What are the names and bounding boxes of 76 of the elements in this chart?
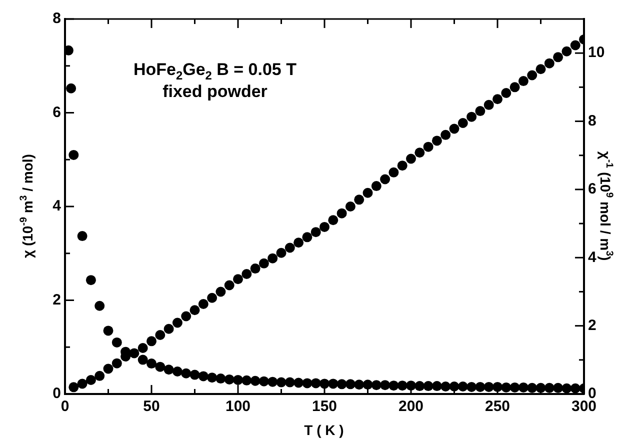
point xyxy=(258,258,269,268)
y-tick-label: 4 xyxy=(52,198,62,215)
point xyxy=(544,58,554,68)
point xyxy=(276,248,286,258)
point xyxy=(86,375,96,386)
point xyxy=(570,40,580,50)
point xyxy=(336,208,347,218)
point xyxy=(216,286,226,297)
point xyxy=(380,174,390,184)
point xyxy=(397,160,408,171)
point xyxy=(302,232,312,242)
point xyxy=(371,181,382,192)
y2-tick-label: 2 xyxy=(588,316,596,334)
y2-tick-label: 8 xyxy=(588,112,596,130)
point xyxy=(449,124,460,134)
point xyxy=(112,358,122,368)
point xyxy=(510,82,520,92)
point xyxy=(527,70,538,80)
point xyxy=(562,46,572,56)
point xyxy=(172,318,182,328)
x-axis-title: T ( K ) xyxy=(304,422,344,438)
point xyxy=(103,364,114,374)
y-tick-label: 6 xyxy=(52,104,61,121)
y-tick-label: 8 xyxy=(52,10,61,28)
point xyxy=(250,264,260,274)
point xyxy=(466,112,477,122)
point xyxy=(94,370,105,381)
point xyxy=(388,167,399,178)
point xyxy=(294,238,304,248)
point xyxy=(198,299,208,309)
annotation: fixed powder xyxy=(162,82,268,102)
point xyxy=(345,202,356,212)
point xyxy=(536,64,546,74)
point xyxy=(242,269,252,279)
y2-tick-label: 10 xyxy=(588,44,605,62)
x-tick-label: 300 xyxy=(571,398,597,416)
x-tick-label: 200 xyxy=(398,398,424,416)
point xyxy=(320,222,330,232)
point xyxy=(233,274,243,284)
y-tick-label: 2 xyxy=(52,291,61,308)
annotation: HoFe$_{2}$Ge$_{2}$ B = 0.05 T xyxy=(133,60,297,82)
point xyxy=(423,142,434,152)
x-tick-label: 250 xyxy=(484,398,510,416)
point xyxy=(553,52,564,62)
point xyxy=(492,94,502,104)
point xyxy=(224,280,234,290)
x-tick-label: 100 xyxy=(225,398,251,416)
point xyxy=(68,382,79,392)
point xyxy=(475,106,486,116)
point xyxy=(310,227,321,238)
y-tick-label: 0 xyxy=(52,385,61,402)
x-tick-label: 150 xyxy=(312,398,338,416)
point xyxy=(164,324,174,334)
point xyxy=(77,378,88,389)
point xyxy=(138,342,148,353)
point xyxy=(268,253,278,264)
point xyxy=(284,242,295,253)
point xyxy=(207,292,218,303)
point xyxy=(146,336,156,346)
point xyxy=(328,215,338,226)
point xyxy=(432,136,442,146)
point xyxy=(414,148,425,158)
y2-tick-label: 4 xyxy=(588,248,597,266)
point xyxy=(190,305,200,316)
point xyxy=(354,194,364,205)
point xyxy=(501,88,512,98)
point xyxy=(406,154,416,164)
point xyxy=(155,330,166,340)
y2-tick-label: 6 xyxy=(588,180,596,198)
point xyxy=(440,130,451,140)
point xyxy=(458,118,468,128)
point xyxy=(484,100,494,110)
point xyxy=(362,188,373,198)
x-tick-label: 50 xyxy=(143,398,160,416)
point xyxy=(518,76,528,86)
point xyxy=(181,311,192,322)
